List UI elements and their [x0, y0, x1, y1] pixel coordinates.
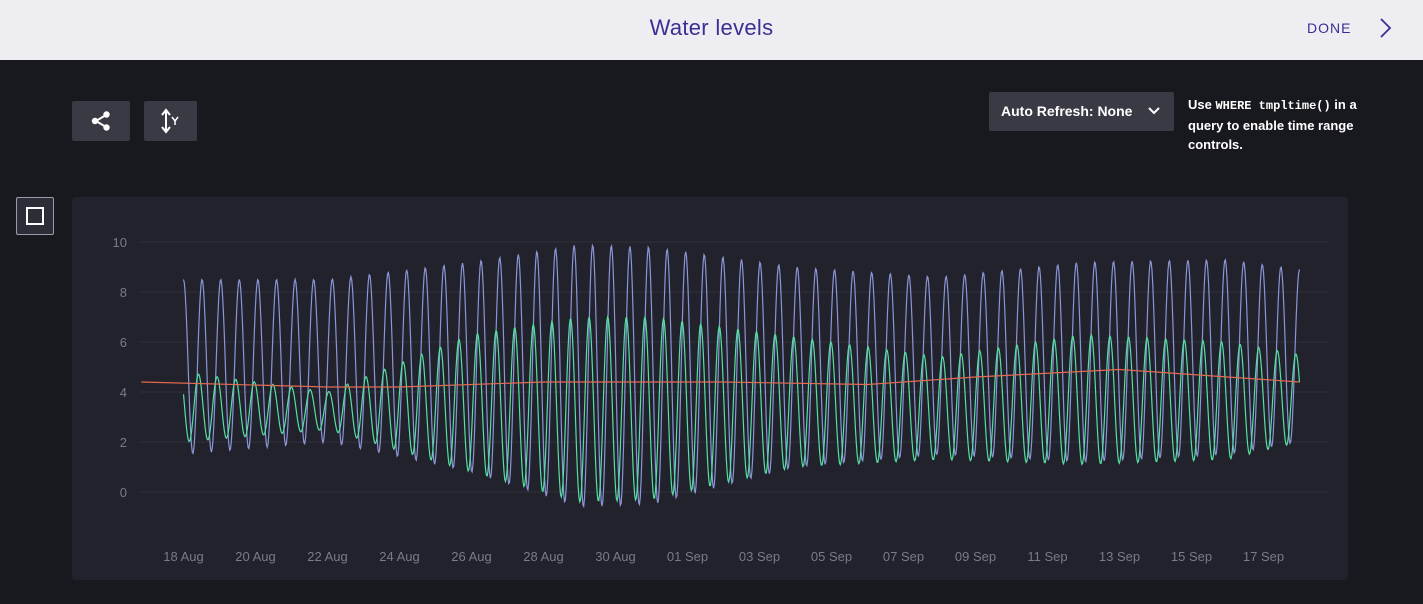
- auto-refresh-label: Auto Refresh: None: [1001, 103, 1133, 119]
- x-tick-label: 05 Sep: [811, 549, 852, 564]
- y-tick-label: 8: [120, 285, 127, 300]
- x-tick-label: 01 Sep: [667, 549, 708, 564]
- series-lines: [141, 243, 1301, 509]
- time-range-hint: Use WHERE tmpltime() in a query to enabl…: [1188, 95, 1388, 154]
- x-tick-label: 26 Aug: [451, 549, 492, 564]
- x-tick-label: 24 Aug: [379, 549, 420, 564]
- y-axis-toggle-icon: [160, 108, 179, 134]
- x-tick-label: 30 Aug: [595, 549, 636, 564]
- header-bar: Water levels DONE: [0, 0, 1423, 60]
- share-icon: [91, 111, 110, 131]
- x-tick-label: 17 Sep: [1243, 549, 1284, 564]
- auto-refresh-dropdown[interactable]: Auto Refresh: None: [989, 92, 1174, 131]
- x-tick-label: 11 Sep: [1027, 549, 1067, 564]
- square-icon: [26, 207, 44, 225]
- x-tick-label: 09 Sep: [955, 549, 996, 564]
- x-tick-label: 28 Aug: [523, 549, 564, 564]
- x-axis-ticks: 18 Aug 20 Aug 22 Aug 24 Aug 26 Aug 28 Aug 30 A…: [163, 549, 1284, 564]
- x-tick-label: 22 Aug: [307, 549, 348, 564]
- x-tick-label: 07 Sep: [883, 549, 924, 564]
- x-tick-label: 03 Sep: [739, 549, 780, 564]
- hint-suffix: in a query to enable time range controls…: [1188, 97, 1357, 152]
- x-tick-label: 20 Aug: [235, 549, 276, 564]
- y-tick-label: 0: [120, 485, 127, 500]
- share-button[interactable]: [72, 101, 130, 141]
- y-axis-button[interactable]: [144, 101, 197, 141]
- hint-code: WHERE tmpltime(): [1215, 99, 1331, 113]
- x-tick-label: 13 Sep: [1099, 549, 1140, 564]
- series-line-blue: [182, 243, 1301, 509]
- x-tick-label: 18 Aug: [163, 549, 204, 564]
- hint-prefix: Use: [1188, 97, 1216, 112]
- y-tick-label: 6: [120, 335, 127, 350]
- y-axis-ticks: 10 8 6 4 2 0: [113, 235, 127, 500]
- chevron-down-icon: [1148, 107, 1160, 115]
- chart-panel: 10 8 6 4 2 0 18 Aug 20 Aug 22 Aug 24 Aug 26 Aug 28…: [72, 197, 1348, 580]
- done-button[interactable]: DONE: [1307, 20, 1352, 36]
- y-tick-label: 2: [120, 435, 127, 450]
- x-tick-label: 15 Sep: [1171, 549, 1212, 564]
- page-title: Water levels: [649, 15, 774, 40]
- y-tick-label: 10: [113, 235, 127, 250]
- water-levels-chart: 10 8 6 4 2 0 18 Aug 20 Aug 22 Aug 24 Aug 26 Aug 28…: [113, 235, 1328, 564]
- chevron-right-icon[interactable]: [1378, 17, 1394, 39]
- select-mode-toggle[interactable]: [16, 197, 54, 235]
- y-tick-label: 4: [120, 385, 127, 400]
- series-line-red: [141, 368, 1300, 388]
- series-line-green: [182, 314, 1301, 504]
